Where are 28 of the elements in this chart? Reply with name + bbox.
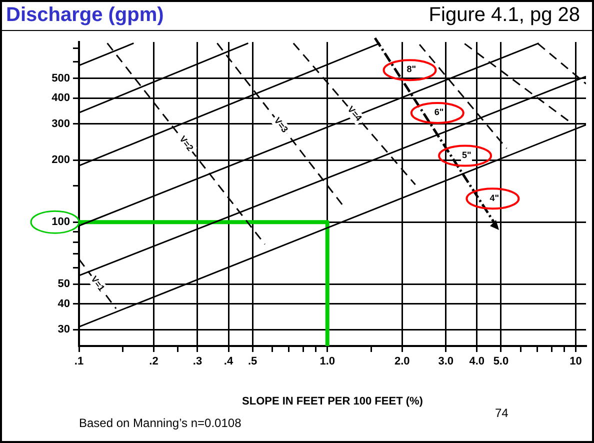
x-tick-label: 2.0	[394, 356, 410, 368]
x-tick-label: .1	[74, 356, 84, 368]
annotation: 5"	[461, 150, 472, 161]
annotation: 4"	[488, 192, 500, 204]
y-tick-label: 30	[58, 324, 70, 336]
text: 74	[495, 406, 508, 420]
x-tick-label: 4.0	[469, 356, 485, 368]
y-tick-label: 400	[52, 92, 70, 104]
caption: Figure 4.1, pg 28	[428, 4, 580, 27]
x-tick-label: .4	[224, 356, 234, 368]
y-tick-label: 200	[52, 154, 70, 166]
y-tick-label: 500	[52, 72, 70, 84]
x-tick-label: .3	[192, 356, 202, 368]
x-tick-label: 3.0	[438, 356, 454, 368]
y-tick-label: 300	[52, 118, 70, 130]
y-tick-label: 40	[58, 298, 70, 310]
x-tick-label: 10	[570, 356, 582, 368]
text: Based on Manning’s n=0.0108	[79, 416, 242, 430]
chart-title: Discharge (gpm)	[6, 4, 164, 27]
y-tick-label: 100	[52, 216, 70, 228]
x-tick-label: 5.0	[493, 356, 509, 368]
y-tick-label: 50	[58, 278, 70, 290]
x-tick-label: 1.0	[320, 356, 336, 368]
annotation: 6"	[433, 106, 445, 118]
annotation: 8"	[406, 64, 418, 76]
x-tick-label: .2	[149, 356, 158, 368]
x-tick-label: .5	[248, 356, 258, 368]
x-axis-title: SLOPE IN FEET PER 100 FEET (%)	[242, 395, 424, 408]
